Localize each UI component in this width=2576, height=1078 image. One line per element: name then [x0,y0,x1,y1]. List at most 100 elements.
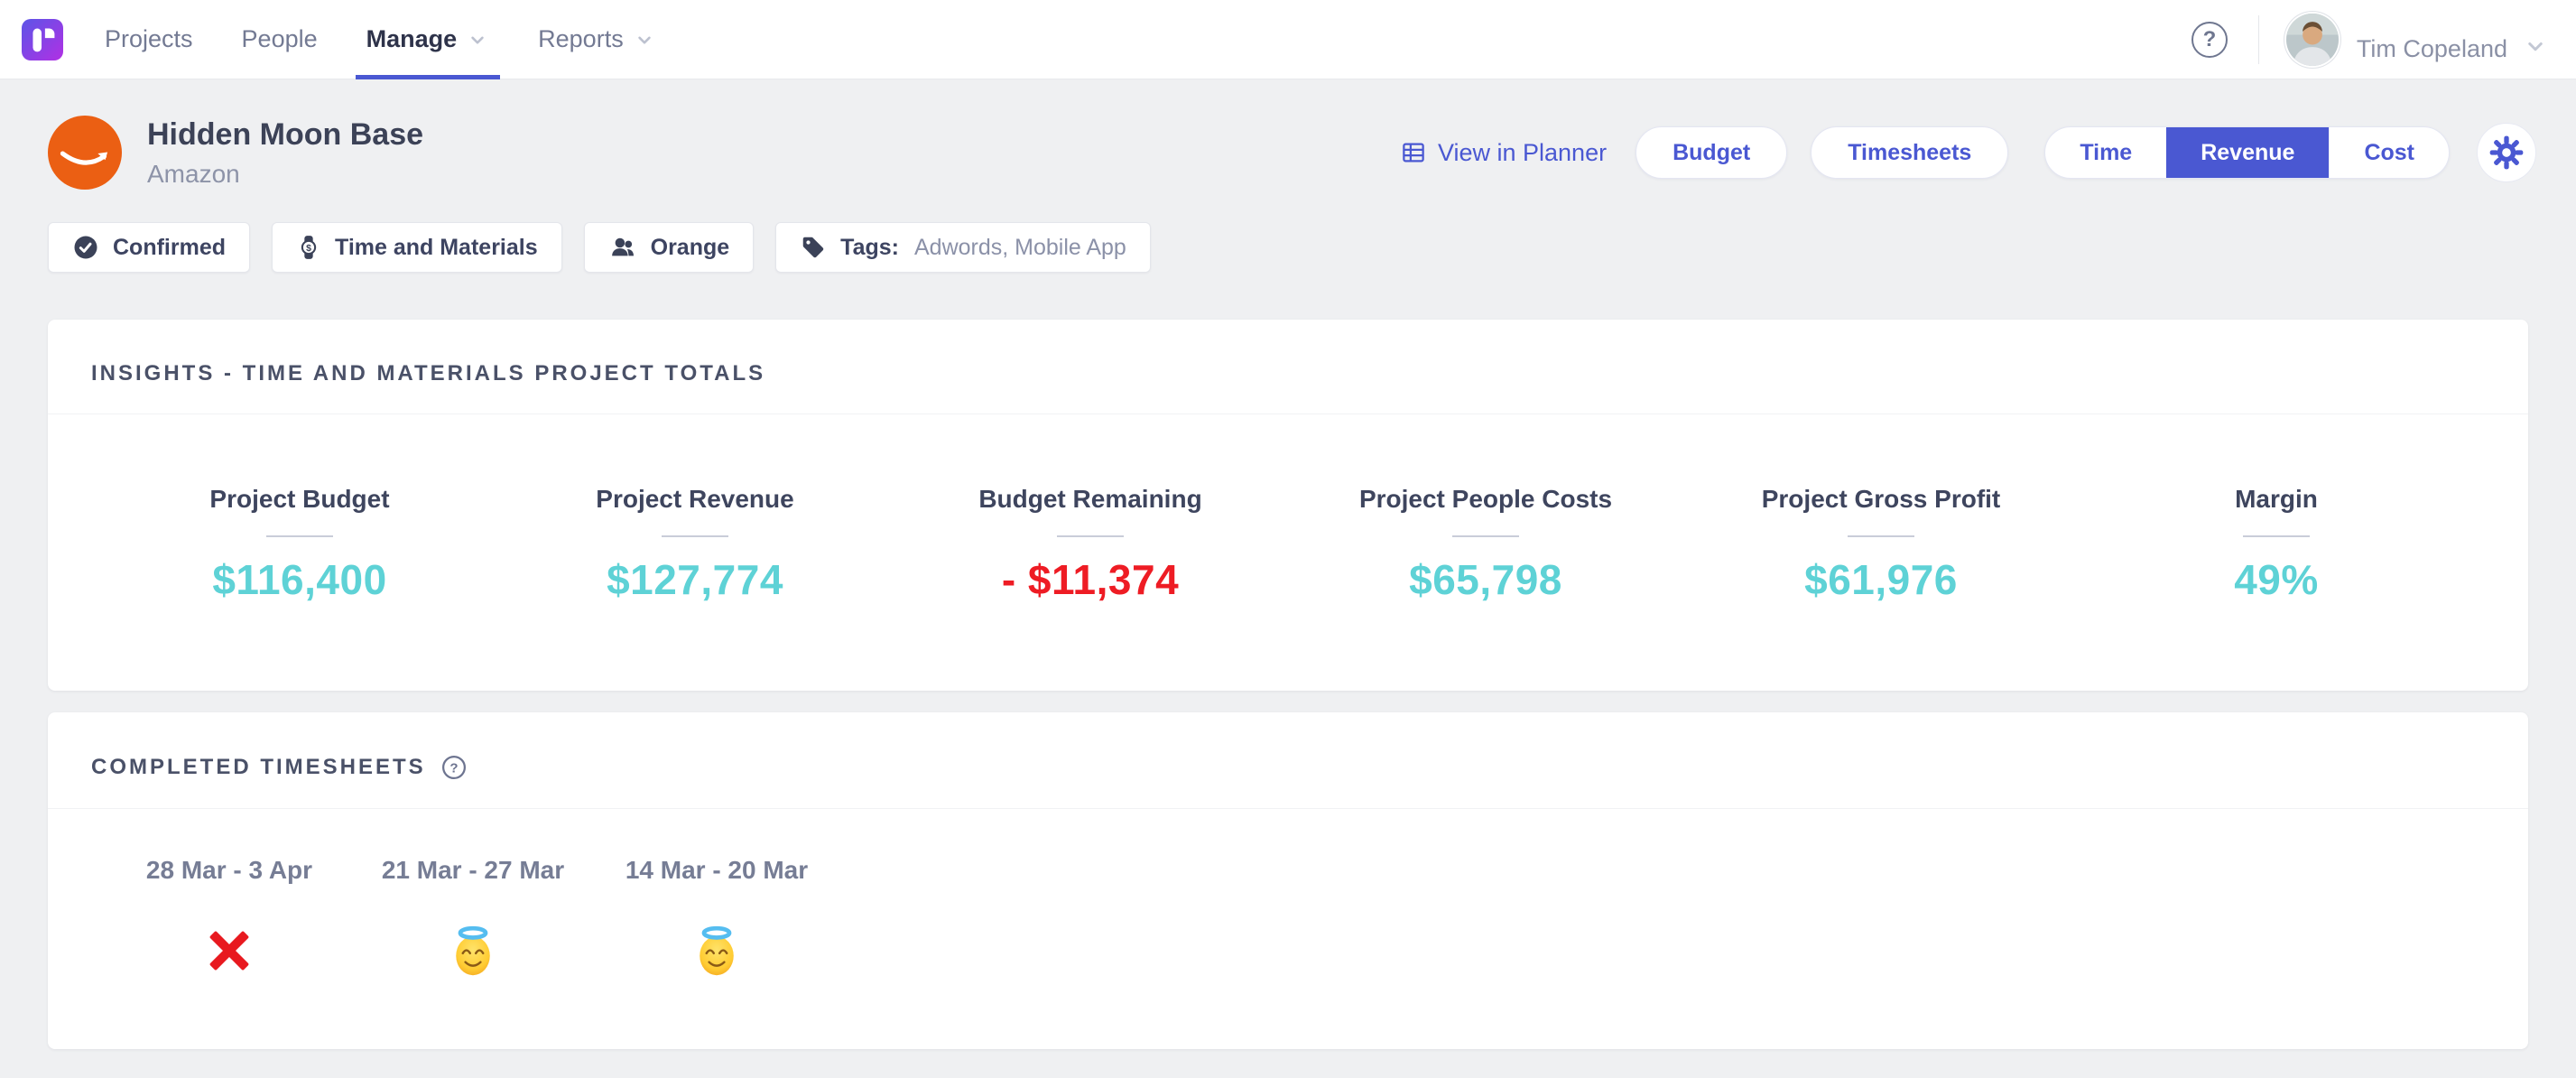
tab-cost[interactable]: Cost [2329,127,2449,178]
stat-value: $65,798 [1409,556,1562,603]
chevron-down-icon [637,36,651,44]
view-toggle: Time Revenue Cost [2044,126,2450,179]
stat-project-people-costs: Project People Costs $65,798 [1288,485,1683,604]
nav-item-label: Reports [538,25,624,52]
svg-text:$: $ [306,243,311,254]
user-avatar [2285,13,2339,66]
stat-divider [1057,535,1124,537]
stat-divider [1848,535,1914,537]
planner-link-label: View in Planner [1437,138,1608,166]
top-nav-bar: Projects People Manage Reports ? [0,0,2576,79]
stat-project-budget: Project Budget $116,400 [102,485,497,604]
tags-value: Adwords, Mobile App [913,234,1126,260]
chevron-down-icon [2528,42,2543,51]
stat-divider [266,535,333,537]
red-x-icon [203,922,255,984]
insights-card-header: INSIGHTS - TIME AND MATERIALS PROJECT TO… [48,320,2528,414]
nav-divider [2257,14,2259,64]
status-badge-label: Confirmed [113,234,226,260]
stat-value: $127,774 [607,556,783,603]
tag-icon [802,237,824,258]
avatar-photo [2285,13,2339,66]
nav-right-group: ? Tim Copeland [2191,13,2549,66]
view-in-planner-link[interactable]: View in Planner [1400,139,1607,167]
status-badge-confirmed[interactable]: Confirmed [48,222,250,273]
watch-dollar-icon: $ [301,236,317,259]
settings-gear-button[interactable] [2477,123,2536,182]
tags-badge[interactable]: Tags: Adwords, Mobile App [775,222,1151,273]
nav-item-people[interactable]: People [238,0,321,79]
angel-emoji-icon [446,921,500,985]
timesheets-card-header: COMPLETED TIMESHEETS ? [48,712,2528,809]
project-client: Amazon [147,159,240,188]
people-icon [611,237,634,256]
stat-project-gross-profit: Project Gross Profit $61,976 [1683,485,2079,604]
tab-revenue[interactable]: Revenue [2166,127,2330,178]
timesheet-week: 14 Mar - 20 Mar [595,856,839,984]
help-circle-icon[interactable]: ? [440,754,468,781]
stat-value: $116,400 [212,556,387,603]
pricing-model-label: Time and Materials [335,234,538,260]
project-titles: Hidden Moon Base Amazon [147,117,423,189]
question-mark-icon: ? [2202,26,2217,51]
stat-value: 49% [2234,556,2319,603]
tags-label: Tags: [840,234,899,260]
timesheet-week: 21 Mar - 27 Mar [351,856,595,984]
budget-button[interactable]: Budget [1635,126,1788,179]
planner-table-icon [1403,143,1424,163]
angel-emoji-icon [690,921,744,985]
nav-item-label: People [241,25,318,52]
week-status [595,921,839,984]
nav-item-reports[interactable]: Reports [534,0,660,79]
week-range: 28 Mar - 3 Apr [145,856,313,884]
pricing-model-badge[interactable]: $ Time and Materials [272,222,562,273]
team-badge-label: Orange [650,234,730,260]
nav-item-label: Manage [366,25,458,52]
week-range: 14 Mar - 20 Mar [625,856,809,884]
week-status [107,921,351,984]
runn-logo-icon [32,28,55,51]
stat-label: Project People Costs [1358,485,1613,513]
stat-label: Project Budget [209,485,390,513]
check-circle-icon [74,236,97,259]
header-controls: View in Planner Budget Timesheets Time R… [1400,123,2536,182]
nav-item-label: Projects [105,25,193,52]
week-status [351,921,595,984]
svg-text:?: ? [449,760,458,776]
timesheets-title: COMPLETED TIMESHEETS [91,755,426,779]
project-header-top: Hidden Moon Base Amazon View in Planner … [48,116,2536,190]
user-name: Tim Copeland [2356,35,2507,62]
insights-title: INSIGHTS - TIME AND MATERIALS PROJECT TO… [91,361,766,386]
stat-budget-remaining: Budget Remaining - $11,374 [893,485,1288,604]
timesheet-weeks-row: 28 Mar - 3 Apr [48,809,2528,1049]
stat-margin: Margin 49% [2079,485,2474,604]
timesheets-card: COMPLETED TIMESHEETS ? 28 Mar - 3 Apr [48,712,2528,1049]
runn-logo[interactable] [22,18,63,60]
stat-project-revenue: Project Revenue $127,774 [497,485,893,604]
nav-item-projects[interactable]: Projects [101,0,197,79]
timesheet-week: 28 Mar - 3 Apr [107,856,351,984]
help-button[interactable]: ? [2191,21,2228,58]
tab-time[interactable]: Time [2080,139,2133,165]
stat-label: Project Revenue [596,485,794,513]
stat-divider [2243,535,2310,537]
user-menu[interactable]: Tim Copeland [2285,13,2549,66]
project-title: Hidden Moon Base [147,116,424,152]
team-badge[interactable]: Orange [583,222,755,273]
nav-item-manage[interactable]: Manage [355,0,500,79]
stat-label: Budget Remaining [978,485,1202,513]
stat-divider [1452,535,1519,537]
gear-icon [2489,135,2524,170]
amazon-client-logo-icon [48,116,122,190]
insights-stats-row: Project Budget $116,400 Project Revenue … [48,414,2528,691]
week-range: 21 Mar - 27 Mar [381,856,565,884]
insights-card: INSIGHTS - TIME AND MATERIALS PROJECT TO… [48,320,2528,691]
stat-label: Margin [2235,485,2318,513]
stat-value: $61,976 [1804,556,1958,603]
stat-label: Project Gross Profit [1761,485,2001,513]
main-nav: Projects People Manage Reports [101,0,701,79]
project-header: Hidden Moon Base Amazon View in Planner … [0,79,2576,273]
timesheets-button[interactable]: Timesheets [1811,126,2009,179]
stat-value: - $11,374 [1001,556,1180,603]
stat-divider [662,535,728,537]
